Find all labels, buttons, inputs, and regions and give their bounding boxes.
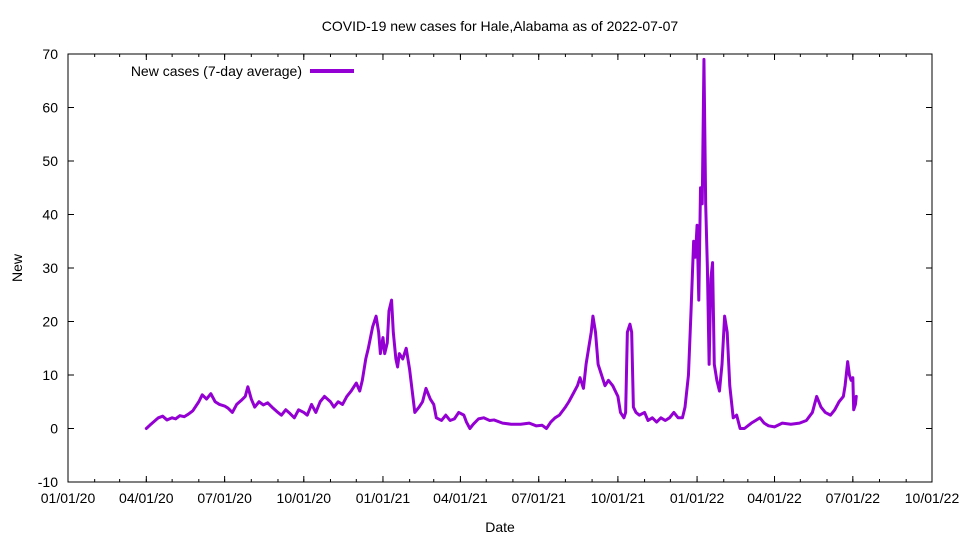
y-tick-label: -10 bbox=[38, 474, 58, 490]
x-tick-label: 10/01/21 bbox=[591, 490, 646, 506]
y-tick-label: 70 bbox=[42, 46, 58, 62]
x-tick-label: 07/01/20 bbox=[197, 490, 252, 506]
y-tick-label: 20 bbox=[42, 314, 58, 330]
series-line-new-cases bbox=[144, 57, 858, 430]
x-tick-label: 04/01/22 bbox=[747, 490, 802, 506]
x-tick-label: 04/01/20 bbox=[119, 490, 174, 506]
x-tick-label: 01/01/20 bbox=[41, 490, 96, 506]
y-tick-label: 40 bbox=[42, 207, 58, 223]
y-tick-label: 10 bbox=[42, 367, 58, 383]
x-tick-label: 10/01/20 bbox=[277, 490, 332, 506]
legend-label: New cases (7-day average) bbox=[131, 63, 302, 79]
x-tick-label: 10/01/22 bbox=[905, 490, 960, 506]
y-axis-title: New bbox=[9, 253, 25, 282]
plot-frame bbox=[67, 53, 933, 483]
y-tick-label: 50 bbox=[42, 153, 58, 169]
y-tick-label: 60 bbox=[42, 100, 58, 116]
x-axis-title: Date bbox=[485, 519, 515, 535]
x-tick-label: 07/01/21 bbox=[511, 490, 566, 506]
x-tick-label: 01/01/22 bbox=[670, 490, 725, 506]
chart-title: COVID-19 new cases for Hale,Alabama as o… bbox=[322, 18, 679, 34]
y-tick-label: 30 bbox=[42, 260, 58, 276]
x-tick-label: 04/01/21 bbox=[433, 490, 488, 506]
legend: New cases (7-day average) bbox=[131, 63, 354, 79]
x-tick-label: 01/01/21 bbox=[356, 490, 411, 506]
y-tick-label: 0 bbox=[50, 421, 58, 437]
series-layer bbox=[144, 57, 858, 430]
x-tick-label: 07/01/22 bbox=[826, 490, 881, 506]
